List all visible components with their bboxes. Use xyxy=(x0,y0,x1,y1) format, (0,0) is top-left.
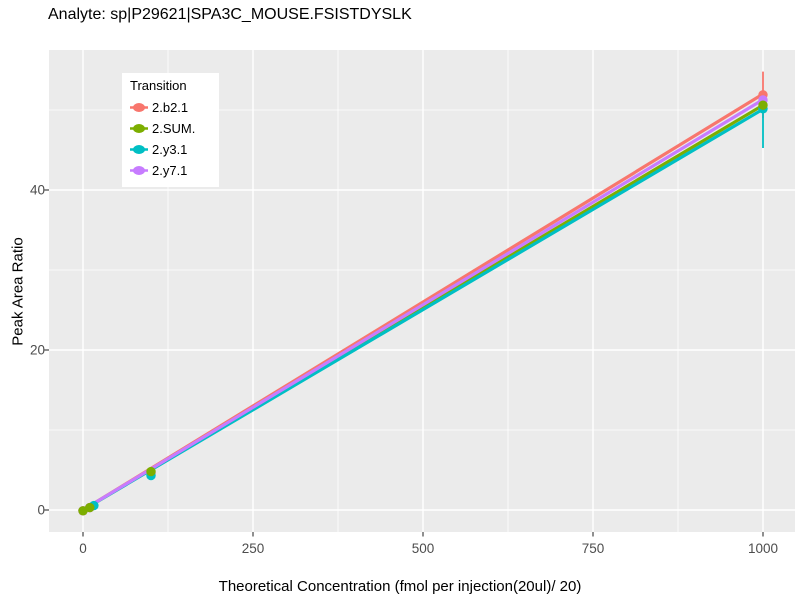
legend-item-label: 2.b2.1 xyxy=(152,100,189,115)
legend-items: 2.b2.1 2.SUM. 2.y3.1 2.y7.1 xyxy=(130,97,213,181)
legend-item: 2.b2.1 xyxy=(130,97,213,118)
y-tick-label: 0 xyxy=(37,503,45,518)
x-tick-label: 250 xyxy=(242,541,265,556)
y-tick-label: 40 xyxy=(30,183,45,198)
legend-key-icon xyxy=(130,145,148,154)
legend-key-icon xyxy=(130,103,148,112)
legend-item-label: 2.y7.1 xyxy=(152,163,188,178)
legend-item: 2.y7.1 xyxy=(130,160,213,181)
x-axis-title: Theoretical Concentration (fmol per inje… xyxy=(218,578,582,595)
legend-item: 2.y3.1 xyxy=(130,139,213,160)
series-line-2.y7.1 xyxy=(81,97,765,512)
x-tick-label: 1000 xyxy=(748,541,778,556)
y-tick-label: 20 xyxy=(30,343,45,358)
series-point-2.SUM. xyxy=(146,466,156,477)
x-tick-label: 750 xyxy=(582,541,605,556)
series-point-2.SUM. xyxy=(758,100,768,110)
legend-item: 2.SUM. xyxy=(130,118,213,139)
legend-key-icon xyxy=(130,124,148,133)
legend-item-label: 2.SUM. xyxy=(152,121,196,136)
legend-title: Transition xyxy=(130,78,187,93)
legend-key-icon xyxy=(130,166,148,175)
x-tick-label: 0 xyxy=(79,541,87,556)
y-axis-title: Peak Area Ratio xyxy=(9,237,27,346)
plot-title: Analyte: sp|P29621|SPA3C_MOUSE.FSISTDYSL… xyxy=(48,6,412,23)
series-point-2.SUM. xyxy=(85,502,95,513)
x-tick-label: 500 xyxy=(412,541,435,556)
legend: Transition 2.b2.1 2.SUM. 2.y3.1 2.y7.1 xyxy=(122,73,219,187)
legend-item-label: 2.y3.1 xyxy=(152,142,188,157)
